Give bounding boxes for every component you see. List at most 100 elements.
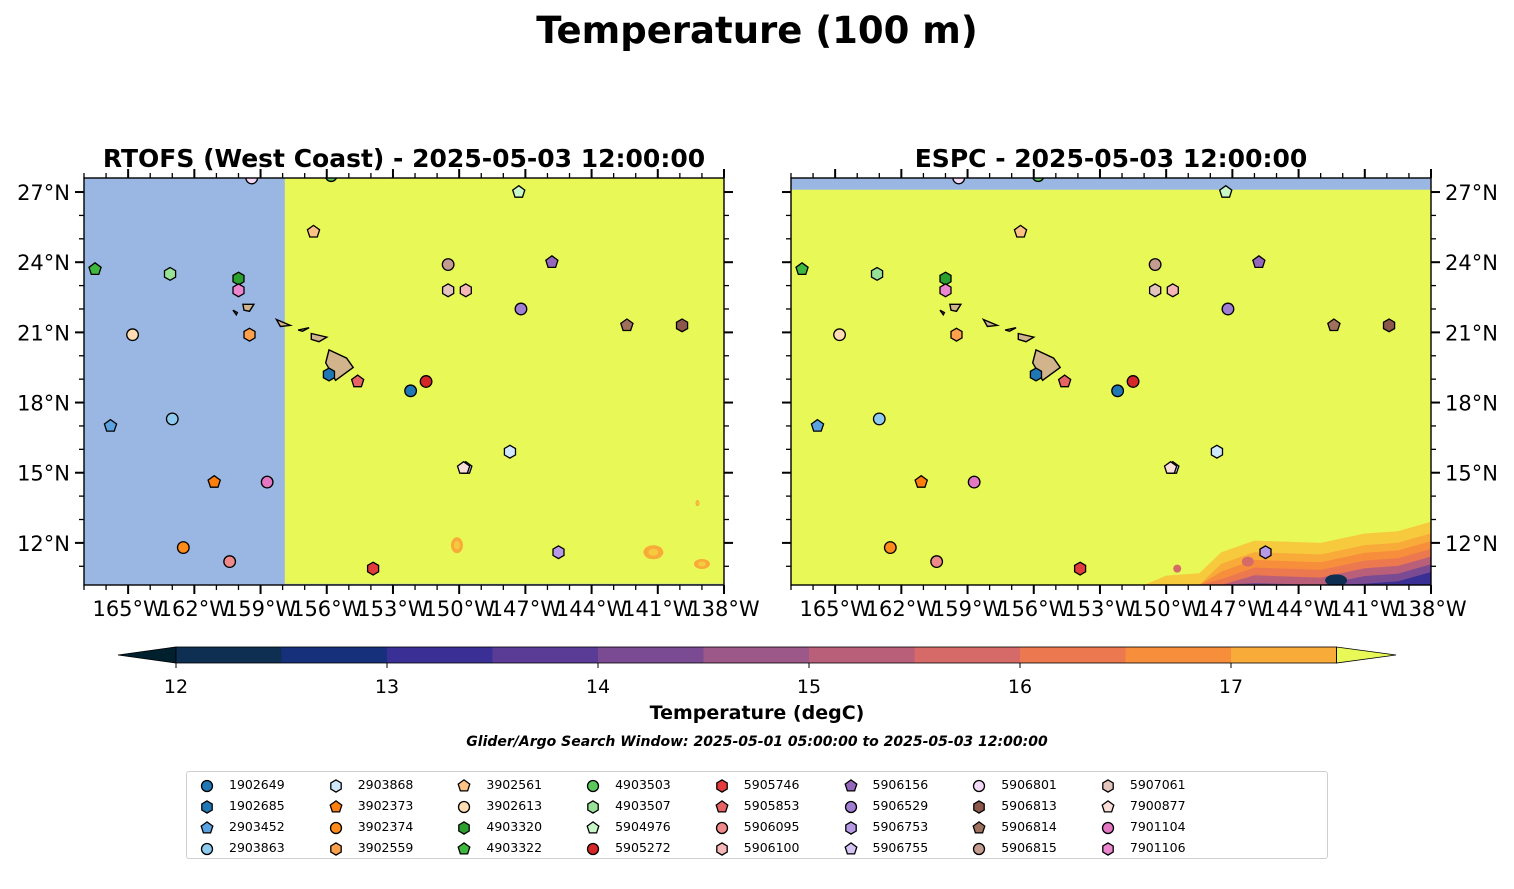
float-marker-5906801 (245, 178, 259, 185)
float-marker-4903503 (1032, 178, 1045, 183)
y-tick-label: 27°N (1445, 181, 1498, 205)
legend-marker-3902559 (329, 842, 342, 856)
legend-marker-3902613 (458, 800, 471, 814)
legend-marker-5906814 (972, 821, 986, 834)
legend-label: 5906755 (872, 840, 929, 855)
colorbar-segment (176, 647, 282, 663)
legend-label: 1902685 (229, 798, 285, 813)
float-marker-5907061 (1148, 283, 1162, 298)
legend-label: 3902561 (486, 777, 543, 792)
legend-marker-4903503 (586, 779, 600, 793)
island (1004, 327, 1017, 332)
colorbar-segment (914, 647, 1021, 663)
legend-marker-5906801 (973, 779, 986, 793)
float-marker-3902559 (243, 327, 256, 342)
x-tick-label: 153°W (1064, 597, 1136, 621)
y-tick-label: 18°N (17, 392, 70, 416)
colorbar-segment (387, 647, 493, 663)
float-marker-5906813 (1382, 318, 1396, 333)
island (949, 303, 963, 313)
float-marker-5907061 (441, 283, 455, 298)
colorbar-tick-label: 13 (375, 676, 399, 698)
x-tick-label: 162°W (159, 597, 231, 621)
float-marker-5906815 (1148, 258, 1162, 271)
float-marker-5906095 (223, 555, 237, 569)
float-marker-5904976 (511, 184, 526, 198)
legend-label: 5904976 (615, 819, 671, 834)
float-marker-1902685 (322, 367, 336, 382)
legend-label: 3902613 (486, 798, 543, 813)
float-marker-5906753 (552, 545, 565, 560)
temperature-field (84, 178, 724, 585)
x-tick-label: 147°W (490, 597, 562, 621)
x-tick-label: 147°W (1197, 597, 1269, 621)
colorbar-segment (1125, 647, 1232, 663)
island (232, 309, 239, 317)
colorbar-segment (703, 647, 810, 663)
y-tick-label: 21°N (1445, 321, 1498, 345)
float-marker-5905272 (1126, 375, 1140, 388)
y-tick-label: 21°N (17, 321, 70, 345)
legend-marker-5906156 (843, 779, 858, 792)
legend-marker-1902649 (200, 779, 214, 793)
float-marker-5905853 (1057, 374, 1072, 388)
legend-marker-2903868 (329, 779, 342, 793)
legend-label: 5907061 (1129, 777, 1186, 792)
float-marker-1902685 (1029, 367, 1043, 382)
legend-label: 5906813 (1001, 798, 1057, 813)
float-marker-4903322 (795, 261, 809, 276)
float-marker-5906815 (441, 258, 455, 271)
x-tick-label: 159°W (225, 597, 297, 621)
legend-label: 4903320 (486, 819, 543, 834)
float-marker-2903452 (103, 418, 118, 432)
legend-label: 5905746 (743, 777, 800, 792)
float-marker-5906813 (675, 318, 689, 333)
map-panel-rtofs: RTOFS (West Coast) - 2025-05-03 12:00:00… (17, 144, 760, 621)
legend-label: 7901104 (1129, 819, 1186, 834)
legend-marker-5906813 (973, 800, 986, 814)
float-marker-7901106 (939, 283, 952, 298)
legend-marker-4903507 (587, 800, 599, 814)
legend-marker-4903320 (458, 821, 471, 835)
panel-title-espc: ESPC - 2025-05-03 12:00:00 (915, 144, 1308, 173)
float-marker-2903452 (810, 418, 825, 432)
y-tick-label: 15°N (1445, 462, 1498, 486)
float-marker-7901106 (232, 283, 245, 298)
legend-marker-5905853 (715, 800, 729, 813)
y-tick-label: 18°N (1445, 392, 1498, 416)
float-marker-4903503 (325, 178, 338, 183)
legend-marker-7901104 (1101, 821, 1115, 835)
temperature-field (791, 178, 1431, 585)
island (297, 327, 310, 332)
legend-label: 4903503 (615, 777, 671, 792)
float-marker-2903863 (165, 412, 179, 426)
legend-label: 5906100 (743, 840, 800, 855)
legend-marker-5906753 (844, 821, 857, 835)
legend-marker-3902374 (329, 821, 342, 835)
float-marker-4903320 (232, 271, 245, 286)
float-marker-5906801 (952, 178, 966, 185)
colorbar-segment (1231, 647, 1337, 663)
float-marker-5906100 (1166, 283, 1179, 298)
colorbar-segment (598, 647, 704, 663)
legend-label: 5906815 (1001, 840, 1057, 855)
x-tick-label: 138°W (1395, 597, 1467, 621)
float-marker-5905853 (350, 374, 365, 388)
panel-title-rtofs: RTOFS (West Coast) - 2025-05-03 12:00:00 (103, 144, 705, 173)
y-tick-label: 27°N (17, 181, 70, 205)
legend-marker-5906100 (715, 842, 728, 856)
legend-label: 7900877 (1129, 798, 1186, 813)
float-marker-4903322 (88, 261, 102, 276)
float-marker-1902649 (404, 384, 418, 398)
float-marker-3902373 (207, 474, 222, 488)
float-marker-5906814 (620, 318, 634, 332)
legend-marker-5906529 (844, 800, 857, 814)
legend-label: 2903868 (357, 777, 414, 792)
legend-label: 5906156 (872, 777, 929, 792)
island (310, 332, 329, 343)
legend-label: 5906753 (872, 819, 929, 834)
x-tick-label: 150°W (423, 597, 495, 621)
colorbar-tick-label: 17 (1219, 676, 1243, 698)
float-marker-5905746 (366, 561, 380, 576)
float-marker-3902373 (914, 474, 929, 488)
